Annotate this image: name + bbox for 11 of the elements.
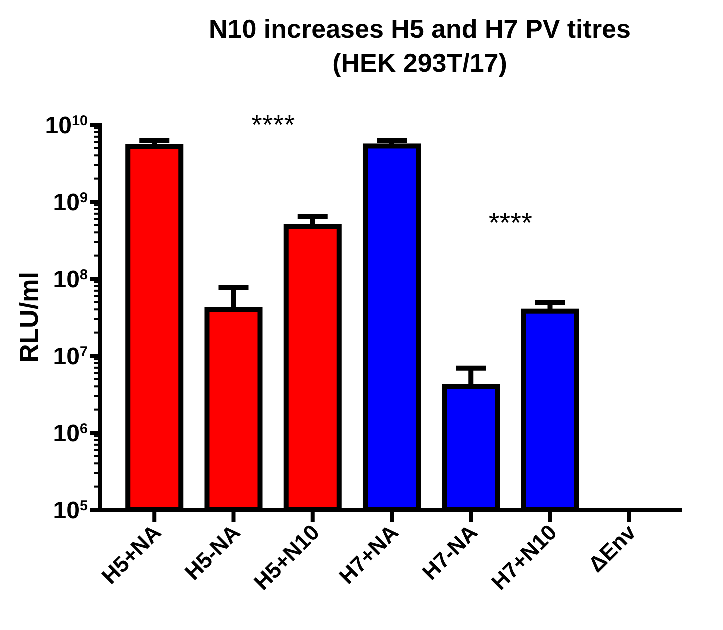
chart-title: N10 increases H5 and H7 PV titres — [209, 14, 631, 44]
y-tick-label: 10$^{10}$ — [45, 112, 88, 140]
y-tick-label: 10$^{8}$ — [53, 266, 88, 294]
y-tick-label: 10$^{5}$ — [53, 497, 88, 524]
y-tick-label: 10$^{9}$ — [53, 189, 88, 216]
y-tick-label: 10$^{7}$ — [53, 343, 88, 370]
annotation: **** — [488, 208, 533, 239]
y-axis-title: RLU/ml — [14, 272, 44, 363]
chart-subtitle: (HEK 293T/17) — [332, 48, 508, 78]
annotation: **** — [252, 110, 296, 141]
y-tick-label: 10$^{6}$ — [53, 420, 88, 448]
